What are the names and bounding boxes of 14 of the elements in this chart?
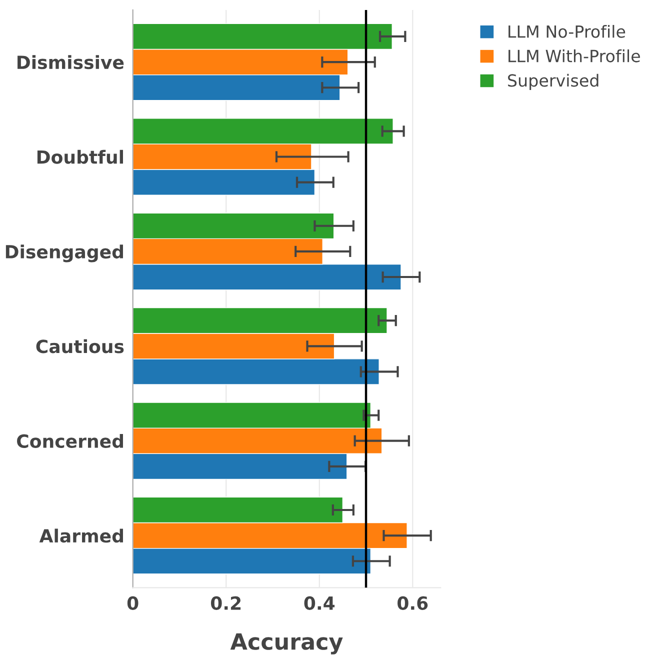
- y-tick-label: Concerned: [17, 434, 123, 448]
- y-tick-label: Doubtful: [37, 150, 123, 164]
- y-tick-label: Cautious: [36, 339, 124, 354]
- legend-label: Supervised: [508, 74, 598, 90]
- x-tick-label: 0.4: [304, 596, 335, 610]
- x-tick-label: 0: [127, 596, 138, 610]
- x-tick-label: 0.2: [210, 596, 241, 610]
- x-axis-title: Accuracy: [230, 633, 343, 654]
- y-tick-label: Disengaged: [6, 244, 123, 262]
- legend-label: LLM No-Profile: [508, 24, 626, 38]
- y-tick-label: Dismissive: [18, 55, 124, 70]
- y-tick-label: Alarmed: [39, 528, 123, 543]
- legend-label: LLM With-Profile: [508, 49, 640, 62]
- x-tick-label: 0.6: [398, 596, 428, 610]
